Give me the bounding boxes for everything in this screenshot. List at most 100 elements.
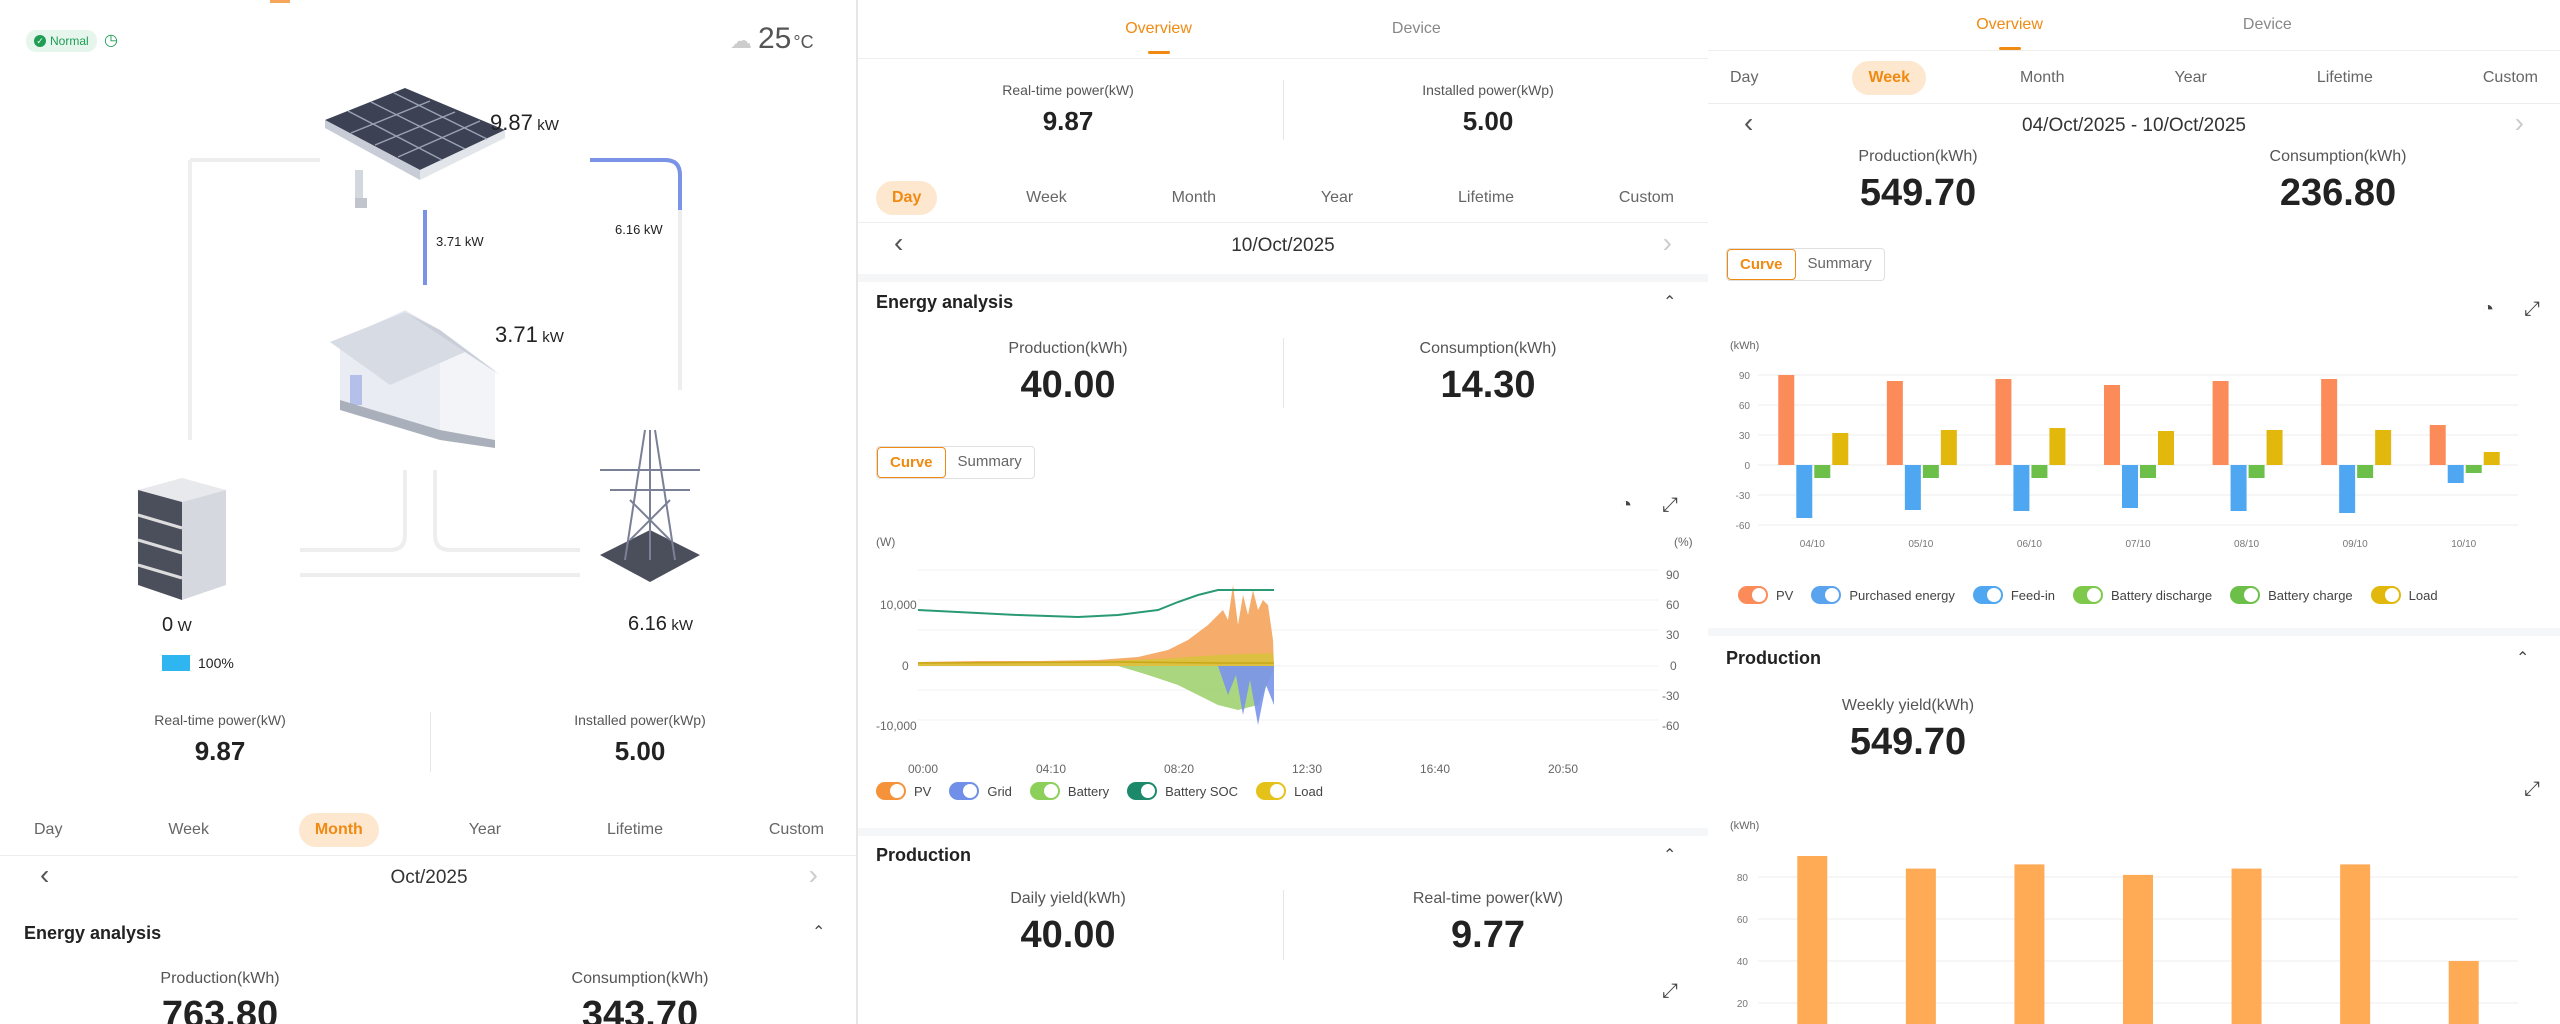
grid-power-value: 6.16: [628, 613, 667, 635]
legend-label: Battery charge: [2268, 587, 2353, 603]
consumption-value: 343.70: [581, 994, 699, 1024]
load-line: [918, 661, 1274, 664]
period-tab-month[interactable]: Month: [1171, 189, 1217, 206]
period-tab-month[interactable]: Month: [298, 813, 379, 847]
curve-toggle[interactable]: Curve: [1727, 249, 1796, 280]
legend-label: Feed-in: [2010, 587, 2055, 603]
period-tab-lifetime[interactable]: Lifetime: [1458, 189, 1515, 206]
divider: [1708, 628, 2560, 636]
legend-label: Purchased energy: [1849, 587, 1955, 603]
legend-battery-charge[interactable]: Battery charge: [2230, 586, 2353, 604]
chart-legend: PV Grid Battery Battery SOC Load: [876, 782, 1323, 800]
legend-purchased-energy[interactable]: Purchased energy: [1811, 586, 1955, 604]
period-tab-day[interactable]: Day: [876, 181, 938, 215]
expand-icon[interactable]: ⤢: [1662, 494, 1678, 516]
legend-label: Load: [1294, 783, 1323, 799]
check-icon: ✓: [34, 35, 46, 47]
week-overview-panel: Overview Device Day Week Month Year Life…: [1708, 0, 2560, 1024]
legend-battery[interactable]: Battery: [1029, 782, 1109, 800]
tab-overview[interactable]: Overview: [1125, 8, 1192, 54]
bar-battery-charge: [2248, 465, 2265, 478]
y2-tick-label: 30: [1666, 628, 1680, 642]
period-tab-custom[interactable]: Custom: [768, 821, 824, 838]
bar-battery-charge: [1814, 465, 1831, 478]
summary-toggle[interactable]: Summary: [1807, 255, 1872, 272]
pv-power-readout: 9.87 kW: [490, 110, 559, 136]
period-tab-day[interactable]: Day: [1730, 69, 1759, 86]
legend-battery-soc[interactable]: Battery SOC: [1127, 782, 1238, 800]
legend-grid[interactable]: Grid: [949, 782, 1012, 800]
divider: [430, 712, 431, 772]
view-toggle: Curve Summary: [1726, 248, 1885, 281]
realtime-power-production: Real-time power(kW) 9.77: [1338, 890, 1638, 957]
chevron-right-icon[interactable]: ›: [2514, 107, 2524, 138]
production-bar: [2014, 864, 2045, 1024]
legend-battery-discharge[interactable]: Battery discharge: [2072, 586, 2212, 604]
tab-overview[interactable]: Overview: [1976, 4, 2043, 50]
top-indicator: [270, 0, 290, 3]
tab-device[interactable]: Device: [2242, 16, 2292, 33]
bar-feed-in: [2013, 465, 2030, 511]
period-tab-lifetime[interactable]: Lifetime: [2316, 69, 2373, 86]
consumption-value: 14.30: [1440, 364, 1536, 406]
battery-power-unit: W: [177, 618, 192, 635]
tab-device[interactable]: Device: [1391, 20, 1441, 37]
period-tab-week[interactable]: Week: [168, 821, 209, 838]
period-tab-custom[interactable]: Custom: [2482, 69, 2538, 86]
period-tab-year[interactable]: Year: [2174, 69, 2207, 86]
summary-toggle[interactable]: Summary: [957, 453, 1022, 470]
bar-load: [2158, 431, 2174, 465]
period-tab-week[interactable]: Week: [1852, 61, 1926, 95]
date-label[interactable]: 10/Oct/2025: [1231, 235, 1335, 256]
expand-icon[interactable]: ⤢: [2524, 298, 2540, 320]
collapse-icon[interactable]: ⌃: [1663, 847, 1677, 864]
palette-icon[interactable]: ◔: [1620, 494, 1633, 516]
system-overview-panel: ✓ Normal ◷ ☁ 25 °C: [0, 0, 858, 1024]
period-tab-year[interactable]: Year: [1320, 189, 1354, 206]
y2-tick-label: 90: [1666, 568, 1680, 582]
period-tab-lifetime[interactable]: Lifetime: [606, 821, 663, 838]
palette-icon[interactable]: ◔: [2482, 298, 2495, 320]
legend-feed-in[interactable]: Feed-in: [1972, 586, 2055, 604]
date-label[interactable]: Oct/2025: [390, 867, 468, 888]
chevron-left-icon[interactable]: ‹: [40, 859, 50, 890]
curve-toggle[interactable]: Curve: [877, 447, 946, 478]
legend-load[interactable]: Load: [1256, 782, 1323, 800]
y2-tick-label: 60: [1666, 598, 1680, 612]
chevron-left-icon[interactable]: ‹: [1744, 107, 1754, 138]
y-tick-label: -30: [1736, 491, 1751, 502]
period-tab-year[interactable]: Year: [468, 821, 502, 838]
battery-power-value: 0: [162, 614, 174, 636]
chevron-right-icon[interactable]: ›: [808, 859, 818, 890]
collapse-icon[interactable]: ⌃: [812, 924, 826, 941]
period-tab-day[interactable]: Day: [34, 821, 63, 838]
legend-pv[interactable]: PV: [1738, 586, 1793, 604]
divider: [1283, 80, 1284, 140]
period-tab-month[interactable]: Month: [2020, 69, 2065, 86]
x-tick-label: 00:00: [908, 762, 939, 776]
production-bar: [2231, 868, 2262, 1024]
date-label[interactable]: 04/Oct/2025 - 10/Oct/2025: [2022, 115, 2246, 136]
collapse-icon[interactable]: ⌃: [1663, 294, 1677, 311]
divider: [1283, 338, 1284, 408]
installed-power-value: 5.00: [614, 736, 666, 766]
collapse-icon[interactable]: ⌃: [2516, 650, 2530, 667]
bar-load: [2483, 452, 2500, 465]
chevron-left-icon[interactable]: ‹: [894, 227, 904, 258]
expand-icon[interactable]: ⤢: [1662, 980, 1678, 1002]
bar-feed-in: [2339, 465, 2356, 513]
period-tabs: Day Week Month Year Lifetime Custom: [0, 805, 858, 855]
x-tick-label: 04:10: [1036, 762, 1067, 776]
legend-load[interactable]: Load: [2370, 586, 2438, 604]
expand-icon[interactable]: ⤢: [2524, 778, 2540, 800]
chevron-right-icon[interactable]: ›: [1662, 227, 1672, 258]
load-area: [918, 653, 1274, 666]
chart-legend: PV Purchased energy Feed-in Battery disc…: [1738, 586, 2438, 604]
period-tab-custom[interactable]: Custom: [1618, 189, 1674, 206]
bar-pv: [1995, 379, 2012, 465]
weekly-yield-label: Weekly yield(kWh): [1841, 697, 1975, 714]
bar-load: [2375, 430, 2392, 465]
legend-pv[interactable]: PV: [876, 782, 931, 800]
clock-icon[interactable]: ◷: [104, 32, 118, 49]
period-tab-week[interactable]: Week: [1026, 189, 1067, 206]
